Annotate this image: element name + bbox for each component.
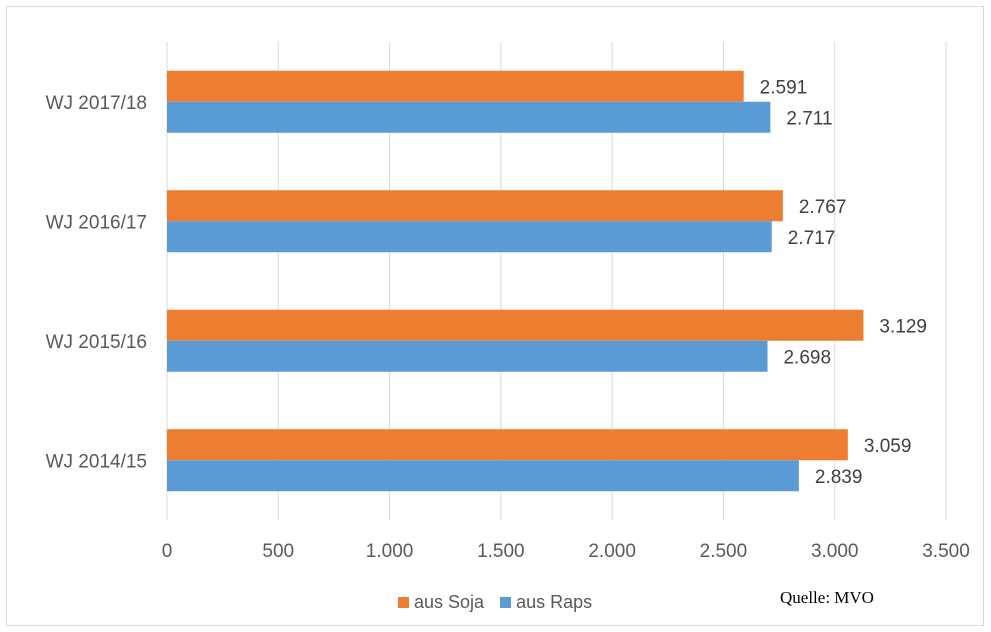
category-label: WJ 2017/18 — [46, 93, 147, 114]
bar-soja — [167, 309, 864, 341]
data-label: 3.129 — [879, 316, 927, 337]
source-note: Quelle: MVO — [780, 588, 874, 607]
x-tick-label: 3.500 — [922, 541, 970, 562]
bar-raps — [167, 460, 799, 492]
category-label: WJ 2015/16 — [46, 332, 147, 353]
x-axis-ticks: 0 500 1.000 1.500 2.000 2.500 3.000 3.500 — [162, 541, 970, 562]
x-tick-label: 1.500 — [477, 541, 525, 562]
x-tick-label: 3.000 — [811, 541, 859, 562]
legend-item-soja: aus Soja — [398, 592, 484, 613]
bar-raps — [167, 101, 771, 133]
x-tick-label: 0 — [162, 541, 173, 562]
data-label: 2.839 — [815, 467, 863, 488]
data-label: 2.767 — [799, 197, 847, 218]
bars — [167, 70, 864, 492]
x-tick-label: 500 — [262, 541, 294, 562]
bar-soja — [167, 70, 744, 102]
bar-raps — [167, 221, 772, 253]
x-tick-label: 1.000 — [366, 541, 414, 562]
data-label: 3.059 — [864, 436, 912, 457]
data-label: 2.717 — [788, 228, 836, 249]
data-label: 2.711 — [786, 108, 832, 129]
data-label: 2.591 — [760, 77, 808, 98]
data-label: 2.698 — [783, 347, 831, 368]
legend-label-soja: aus Soja — [414, 592, 485, 612]
x-tick-label: 2.500 — [700, 541, 748, 562]
y-axis-categories: WJ 2017/18 WJ 2016/17 WJ 2015/16 WJ 2014/15 — [46, 93, 147, 473]
legend-swatch-raps — [500, 597, 512, 608]
bar-raps — [167, 340, 768, 372]
category-label: WJ 2016/17 — [46, 212, 147, 233]
legend-item-raps: aus Raps — [500, 592, 592, 613]
bar-soja — [167, 429, 848, 461]
x-tick-label: 2.000 — [588, 541, 636, 562]
legend-swatch-soja — [398, 597, 409, 608]
legend: aus Soja aus Raps — [398, 592, 608, 613]
bar-soja — [167, 190, 783, 222]
category-label: WJ 2014/15 — [46, 451, 147, 472]
legend-label-raps: aus Raps — [516, 592, 593, 612]
